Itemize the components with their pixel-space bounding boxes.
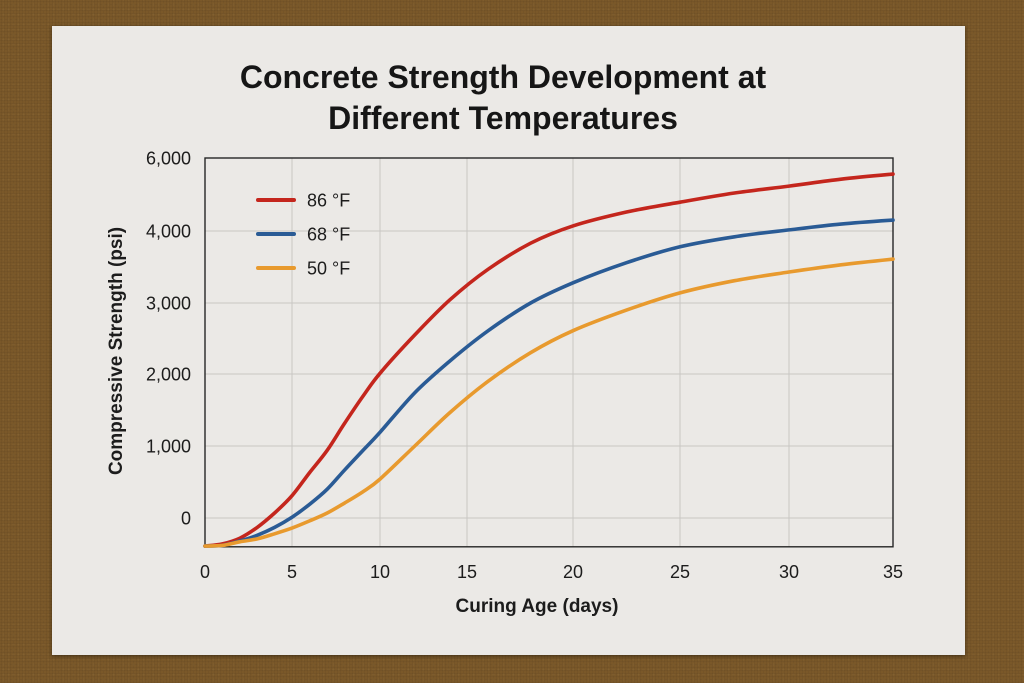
x-tick-labels: 0 5 10 15 20 25 30 35 — [200, 562, 903, 582]
legend-item-50f: 50 °F — [256, 259, 350, 279]
y-tick-label: 0 — [181, 509, 191, 529]
legend: 86 °F 68 °F 50 °F — [256, 191, 350, 279]
legend-item-68f: 68 °F — [256, 225, 350, 245]
x-tick-label: 20 — [563, 562, 583, 582]
x-tick-label: 10 — [370, 562, 390, 582]
x-tick-label: 0 — [200, 562, 210, 582]
chart-card — [52, 26, 965, 655]
x-tick-label: 15 — [457, 562, 477, 582]
gridlines — [205, 158, 893, 547]
x-axis-label: Curing Age (days) — [456, 596, 619, 617]
series-line-68f — [203, 218, 895, 548]
legend-label: 86 °F — [307, 191, 350, 211]
legend-label: 50 °F — [307, 259, 350, 279]
x-tick-label: 25 — [670, 562, 690, 582]
series-line-86f — [203, 172, 895, 548]
y-tick-label: 3,000 — [146, 294, 191, 314]
series-lines — [203, 172, 895, 548]
x-tick-label: 30 — [779, 562, 799, 582]
legend-label: 68 °F — [307, 225, 350, 245]
y-tick-labels: 0 1,000 2,000 3,000 4,000 6,000 — [146, 149, 191, 529]
chart-title: Concrete Strength Development at Differe… — [239, 59, 767, 136]
plot-area-border — [204, 157, 894, 548]
y-tick-label: 2,000 — [146, 365, 191, 385]
x-tick-label: 35 — [883, 562, 903, 582]
y-tick-label: 6,000 — [146, 149, 191, 169]
legend-item-86f: 86 °F — [256, 191, 350, 211]
x-tick-label: 5 — [287, 562, 297, 582]
y-axis-label: Compressive Strength (psi) — [106, 227, 127, 475]
series-line-50f — [203, 257, 895, 548]
y-tick-label: 4,000 — [146, 222, 191, 242]
y-tick-label: 1,000 — [146, 437, 191, 457]
